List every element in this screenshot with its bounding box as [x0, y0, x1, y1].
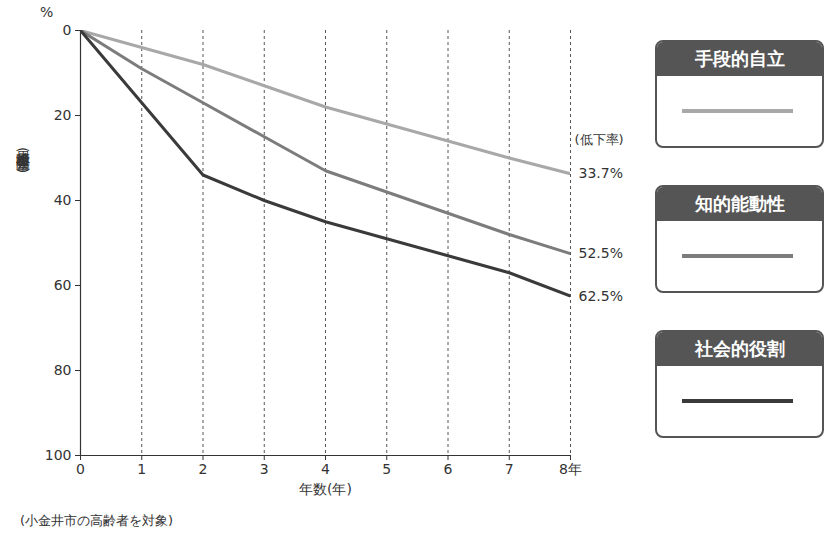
html-text:累積障害発生率(%): 累積障害発生率(%) — [15, 140, 31, 175]
html-text:(小金井市の高齢者を対象): (小金井市の高齢者を対象) — [20, 513, 174, 528]
svg-text:62.5%: 62.5% — [579, 288, 623, 304]
svg-text:0: 0 — [76, 461, 85, 477]
svg-text:8年: 8年 — [559, 461, 582, 477]
svg-text:20: 20 — [54, 107, 72, 123]
svg-text:1: 1 — [137, 461, 146, 477]
svg-text:52.5%: 52.5% — [579, 245, 623, 261]
html-text:知的能動性: 知的能動性 — [694, 193, 785, 214]
html-text:手段的自立: 手段的自立 — [694, 48, 785, 69]
html-text:社会的役割: 社会的役割 — [694, 338, 785, 359]
svg-text:100: 100 — [45, 447, 72, 463]
svg-text:33.7%: 33.7% — [579, 165, 623, 181]
svg-text:40: 40 — [54, 192, 72, 208]
svg-text:7: 7 — [505, 461, 514, 477]
svg-text:年数(年): 年数(年) — [299, 481, 352, 497]
svg-text:3: 3 — [260, 461, 269, 477]
svg-text:60: 60 — [54, 277, 72, 293]
svg-text:5: 5 — [382, 461, 391, 477]
svg-text:0: 0 — [63, 22, 72, 38]
svg-text:(低下率): (低下率) — [575, 132, 624, 147]
svg-text:6: 6 — [444, 461, 453, 477]
svg-text:4: 4 — [321, 461, 330, 477]
svg-text:2: 2 — [199, 461, 208, 477]
svg-text:80: 80 — [54, 362, 72, 378]
